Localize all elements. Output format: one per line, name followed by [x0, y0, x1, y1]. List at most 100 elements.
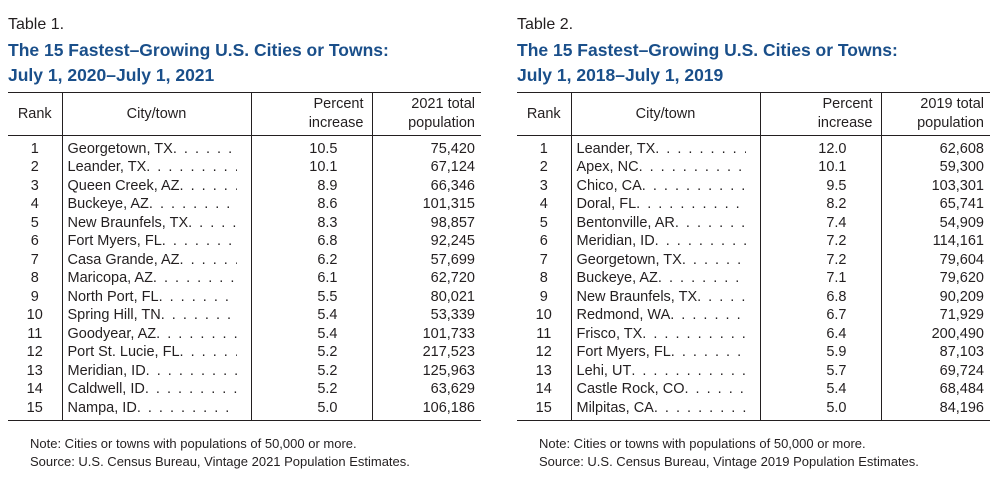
population-cell: 84,196: [939, 399, 984, 416]
header-rank: Rank: [517, 92, 572, 136]
table1-label: Table 1.: [8, 16, 65, 33]
dot-leader: [654, 399, 746, 417]
city-name: North Port, FL: [67, 288, 159, 305]
rank-cell: 10: [8, 306, 63, 325]
city-name: Meridian, ID: [67, 362, 146, 379]
city-cell: Meridian, ID: [62, 361, 252, 380]
percent-increase-cell: 5.4: [251, 306, 373, 325]
rank-cell: 12: [517, 343, 572, 362]
rank-cell: 5: [8, 213, 63, 232]
rank-cell: 6: [8, 232, 63, 251]
city-cell: Meridian, ID: [571, 232, 761, 251]
dot-leader: [636, 195, 745, 213]
rank-cell: 9: [8, 287, 63, 306]
table2-header-row: Rank City/town Percent increase 2019 tot…: [517, 92, 990, 136]
percent-increase-cell: 6.8: [251, 232, 373, 251]
header-population: 2019 total population: [881, 93, 990, 136]
table2-title-line2: July 1, 2018–July 1, 2019: [517, 65, 724, 85]
table2-source: Source: U.S. Census Bureau, Vintage 2019…: [539, 454, 919, 469]
population-cell: 79,620: [939, 270, 984, 287]
table1-title-line1: The 15 Fastest–Growing U.S. Cities or To…: [8, 40, 389, 60]
dot-leader: [145, 380, 237, 398]
population-cell: 75,420: [430, 141, 475, 157]
city-name: Nampa, ID: [67, 399, 137, 416]
population-cell: 125,963: [422, 362, 475, 379]
percent-increase-cell: 10.1: [760, 158, 882, 177]
dot-leader: [675, 214, 746, 232]
table1-note: Note: Cities or towns with populations o…: [30, 436, 357, 451]
city-cell: Castle Rock, CO: [571, 380, 761, 399]
percent-increase-cell: 5.0: [251, 398, 373, 420]
city-name: Spring Hill, TN: [67, 307, 161, 324]
dot-leader: [161, 306, 237, 324]
table2-label: Table 2.: [517, 16, 574, 33]
header-city: City/town: [62, 92, 252, 136]
population-cell: 59,300: [939, 159, 984, 176]
city-cell: Buckeye, AZ: [62, 195, 252, 214]
population-cell: 67,124: [430, 159, 475, 176]
percent-increase-cell: 5.4: [251, 324, 373, 343]
dot-leader: [642, 325, 745, 343]
table2-panel: Table 2. The 15 Fastest–Growing U.S. Cit…: [517, 0, 997, 483]
rank-cell: 14: [517, 380, 572, 399]
rank-cell: 11: [8, 324, 63, 343]
percent-increase-cell: 10.5: [251, 135, 373, 158]
dot-leader: [173, 140, 237, 158]
header-percent-increase: Percent increase: [251, 92, 373, 136]
percent-increase-cell: 6.1: [251, 269, 373, 288]
dot-leader: [149, 195, 237, 213]
rank-cell: 10: [517, 306, 572, 325]
city-name: Georgetown, TX: [67, 141, 173, 157]
rank-cell: 2: [8, 158, 63, 177]
header-pct-line1: Percent: [822, 96, 873, 112]
percent-increase-cell: 5.2: [251, 343, 373, 362]
city-cell: Milpitas, CA: [571, 398, 761, 420]
population-cell: 69,724: [939, 362, 984, 379]
city-name: Port St. Lucie, FL: [67, 344, 180, 361]
percent-increase-cell: 9.5: [760, 176, 882, 195]
city-cell: Fort Myers, FL: [62, 232, 252, 251]
city-cell: Apex, NC: [571, 158, 761, 177]
city-cell: Doral, FL: [571, 195, 761, 214]
percent-increase-cell: 7.2: [760, 250, 882, 269]
city-name: Lehi, UT: [576, 362, 632, 379]
rank-cell: 13: [8, 361, 63, 380]
percent-increase-cell: 8.2: [760, 195, 882, 214]
dot-leader: [671, 343, 746, 361]
rank-cell: 8: [8, 269, 63, 288]
city-cell: Port St. Lucie, FL: [62, 343, 252, 362]
population-cell: 80,021: [430, 288, 475, 305]
city-name: Georgetown, TX: [576, 251, 682, 268]
population-cell: 101,315: [422, 196, 475, 213]
city-cell: Frisco, TX: [571, 324, 761, 343]
percent-increase-cell: 7.4: [760, 213, 882, 232]
rank-cell: 4: [517, 195, 572, 214]
rank-cell: 9: [517, 287, 572, 306]
percent-increase-cell: 5.0: [760, 398, 882, 420]
percent-increase-cell: 8.3: [251, 213, 373, 232]
population-cell: 98,857: [430, 214, 475, 231]
dot-leader: [631, 362, 745, 380]
city-cell: Chico, CA: [571, 176, 761, 195]
table1-title-line2: July 1, 2020–July 1, 2021: [8, 65, 215, 85]
population-cell: 65,741: [939, 196, 984, 213]
rank-cell: 1: [517, 135, 572, 158]
header-pop-line2: population: [408, 115, 475, 131]
